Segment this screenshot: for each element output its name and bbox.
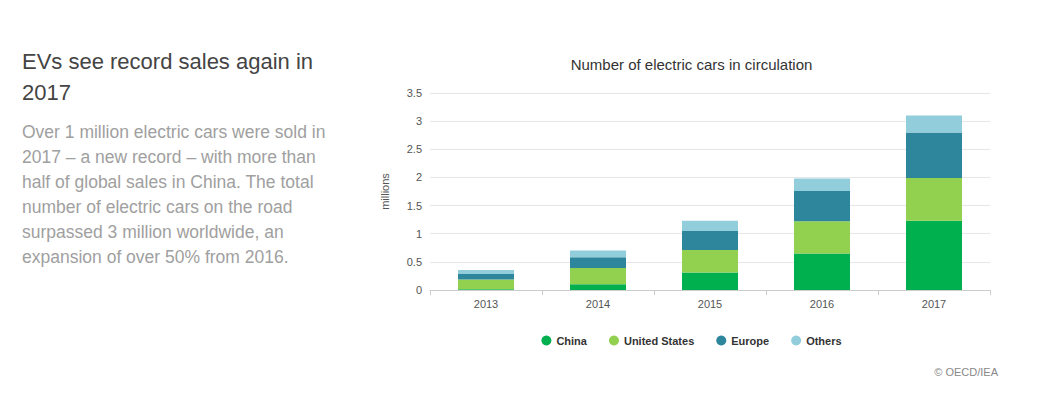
svg-text:2: 2 [416, 171, 422, 183]
html-text:Over 1 million electric cars w: Over 1 million electric cars were sold i… [22, 122, 326, 267]
svg-text:0.5: 0.5 [407, 256, 422, 268]
html-text:EVs see record sales again in: EVs see record sales again in 2017 [22, 49, 314, 105]
html-text:© OECD/IEA: © OECD/IEA [934, 366, 998, 378]
svg-text:0: 0 [416, 284, 422, 296]
svg-text:3.5: 3.5 [407, 87, 422, 99]
svg-text:Number of electric cars in cir: Number of electric cars in circulation [571, 56, 813, 73]
svg-text:Others: Others [806, 335, 841, 347]
svg-text:China: China [556, 335, 587, 347]
svg-text:United States: United States [624, 335, 694, 347]
svg-text:1: 1 [416, 228, 422, 240]
svg-text:3: 3 [416, 115, 422, 127]
svg-text:1.5: 1.5 [407, 200, 422, 212]
svg-text:2016: 2016 [810, 298, 834, 310]
svg-text:Europe: Europe [731, 335, 769, 347]
svg-text:2013: 2013 [474, 298, 498, 310]
svg-text:2015: 2015 [698, 298, 722, 310]
svg-text:millions: millions [379, 173, 391, 210]
svg-text:2014: 2014 [586, 298, 610, 310]
svg-text:2.5: 2.5 [407, 143, 422, 155]
svg-text:2017: 2017 [922, 298, 946, 310]
